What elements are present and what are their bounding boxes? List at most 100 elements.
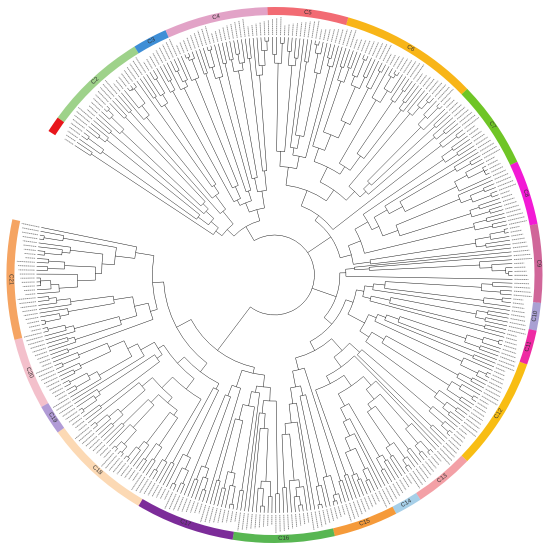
leaf-label [513, 249, 530, 253]
leaf-label [416, 73, 423, 82]
leaf-label [218, 29, 223, 41]
leaf-label [379, 43, 388, 60]
leaf-label [23, 244, 37, 247]
leaf-label [491, 166, 504, 173]
leaf-label [477, 402, 488, 409]
clade-arc [392, 493, 421, 514]
clade-arc [14, 337, 49, 407]
leaf-label [230, 23, 234, 39]
leaf-label [295, 23, 298, 37]
leaf-label [135, 57, 146, 73]
leaf-label [495, 176, 512, 184]
leaf-label [428, 80, 439, 92]
leaf-label [494, 370, 505, 377]
clade-arc [267, 6, 349, 26]
leaf-label [291, 514, 294, 529]
leaf-label [504, 201, 517, 206]
leaf-label [442, 445, 455, 458]
leaf-label [164, 490, 170, 500]
leaf-label [176, 44, 181, 55]
clade-arc [134, 30, 169, 54]
leaf-label [374, 492, 380, 503]
leaf-label [27, 320, 40, 324]
leaf-label [403, 59, 413, 73]
leaf-label [121, 73, 130, 85]
leaf-label [481, 145, 498, 156]
leaf-label [311, 21, 316, 39]
leaf-label [263, 21, 266, 36]
leaf-label [402, 477, 410, 488]
leaf-label [287, 514, 289, 530]
leaf-label [230, 511, 234, 523]
leaf-label [149, 55, 157, 67]
leaf-label [511, 310, 525, 314]
leaf-label [514, 282, 530, 285]
leaf-label [123, 69, 133, 82]
clade-arc [510, 161, 538, 226]
leaf-label [451, 436, 462, 447]
leaf-label [511, 237, 525, 241]
leaf-label [108, 457, 120, 471]
leaf-label [382, 44, 392, 62]
leaf-label [483, 148, 501, 159]
leaf-label [485, 388, 500, 398]
leaf-label [54, 391, 65, 398]
leaf-label [147, 482, 156, 496]
leaf-label [412, 470, 424, 486]
clade-arc [6, 219, 23, 340]
leaf-label [211, 32, 215, 43]
leaf-label [28, 324, 40, 328]
leaf-label [23, 332, 42, 338]
leaf-label [399, 479, 407, 491]
leaf-label [103, 450, 111, 458]
leaf-label [90, 101, 101, 111]
clade-label: C15 [359, 518, 372, 528]
leaf-label [473, 408, 485, 417]
leaf-label [322, 509, 327, 525]
leaf-label [512, 241, 527, 245]
leaf-label [190, 501, 195, 513]
clade-arc [232, 528, 335, 544]
leaf-label [349, 502, 356, 520]
leaf-label [506, 208, 521, 214]
clade-label: C2 [90, 76, 100, 86]
leaf-label [382, 489, 391, 505]
leaf-label [356, 500, 363, 515]
clade-arc [529, 223, 543, 304]
leaf-label [406, 61, 417, 76]
leaf-label [453, 433, 464, 443]
leaf-label [513, 253, 531, 257]
clade-arc [138, 499, 234, 540]
leaf-label [323, 29, 327, 41]
leaf-label [165, 41, 174, 58]
leaf-label [506, 337, 517, 342]
leaf-label [251, 24, 254, 37]
leaf-label [88, 438, 100, 450]
leaf-label [21, 227, 39, 232]
leaf-label [440, 88, 454, 103]
leaf-label [126, 66, 137, 80]
leaf-label [492, 169, 506, 177]
leaf-label [378, 490, 388, 508]
leaf-label [409, 473, 421, 489]
clade-label: C8 [522, 189, 530, 199]
leaf-label [41, 362, 52, 367]
leaf-label [242, 18, 246, 37]
leaf-label [448, 101, 459, 111]
leaf-label [179, 42, 185, 53]
leaf-label [59, 404, 73, 415]
leaf-label [162, 44, 171, 60]
clade-label: C5 [304, 10, 313, 17]
leaf-label [396, 57, 404, 69]
leaf-label [32, 347, 47, 353]
leaf-label [113, 83, 121, 92]
leaf-label [287, 24, 290, 36]
leaf-label [327, 29, 331, 42]
leaf-label [371, 494, 377, 505]
leaf-label [143, 61, 150, 71]
leaf-label [30, 328, 41, 332]
leaf-label [319, 29, 323, 40]
leaf-label [498, 359, 515, 367]
leaf-label [135, 476, 146, 492]
leaf-label [508, 216, 525, 221]
